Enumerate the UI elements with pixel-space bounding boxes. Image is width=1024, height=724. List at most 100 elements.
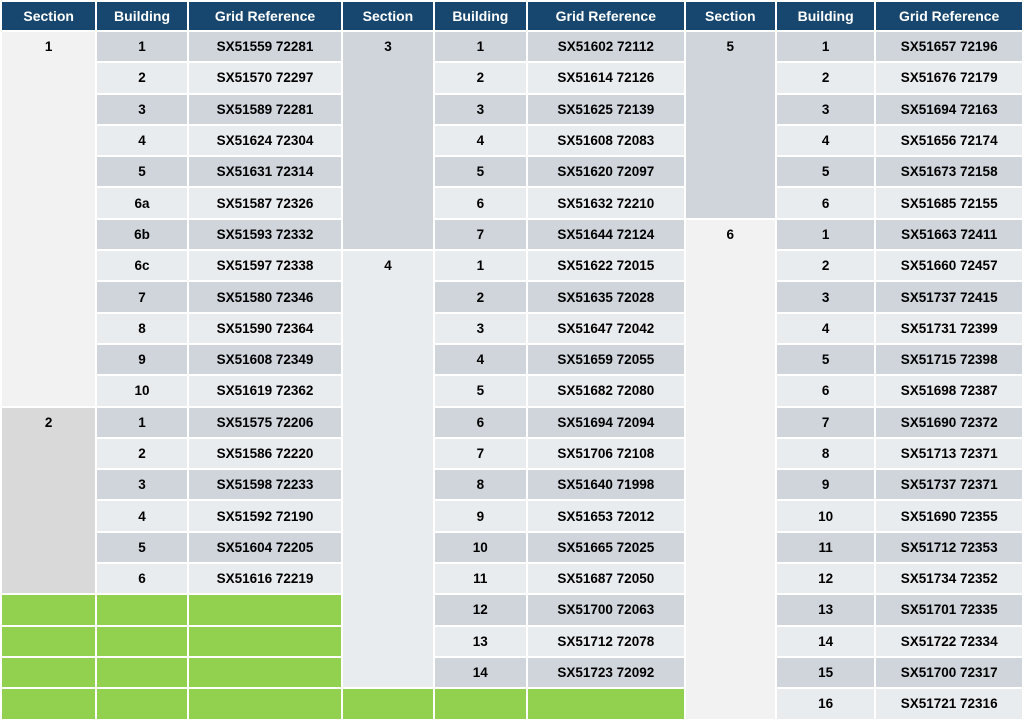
grid-reference-cell: SX51665 72025 — [528, 532, 684, 563]
grid-reference-cell: SX51712 72078 — [528, 626, 684, 656]
building-cell: 11 — [434, 564, 526, 594]
table-row: 6b SX51593 72332 7 SX51644 72124 6 1 SX51663 7… — [2, 219, 1022, 719]
building-cell: 12 — [776, 564, 875, 594]
grid-reference-cell: SX51676 72179 — [876, 63, 1022, 93]
grid-reference-cell: SX51640 71998 — [528, 470, 684, 500]
grid-reference-cell: SX51690 72372 — [876, 407, 1022, 437]
empty-green-cell — [343, 689, 433, 719]
building-cell: 13 — [434, 626, 526, 656]
grid-reference-cell: SX51604 72205 — [188, 532, 342, 563]
section-cell: 2 — [2, 407, 96, 594]
table-row: 2 SX51586 72220 7 SX51706 72108 8 SX51713 723… — [2, 438, 1022, 469]
grid-reference-cell: SX51614 72126 — [528, 63, 684, 93]
section-cell: 5 — [685, 32, 775, 218]
table-row: 13 SX51712 72078 14 SX51722 72334 — [2, 626, 1022, 656]
empty-green-cell — [434, 689, 526, 719]
header-section-3: Section — [685, 2, 775, 30]
header-grid-reference-2: Grid Reference — [528, 2, 684, 30]
empty-green-cell — [97, 657, 187, 688]
grid-reference-cell: SX51721 72316 — [876, 689, 1022, 719]
empty-green-cell — [97, 626, 187, 656]
table-row: 3 SX51589 72281 3 SX51625 72139 3 SX51694 721… — [2, 94, 1022, 124]
building-cell: 1 — [434, 32, 526, 62]
header-grid-reference-3: Grid Reference — [876, 2, 1022, 30]
grid-reference-cell: SX51653 72012 — [528, 501, 684, 531]
grid-reference-cell: SX51700 72317 — [876, 657, 1022, 688]
grid-reference-cell: SX51616 72219 — [188, 564, 342, 594]
empty-green-cell — [188, 626, 342, 656]
building-cell: 5 — [97, 157, 187, 187]
building-cell: 3 — [776, 94, 875, 124]
header-row: Section Building Grid Reference Section … — [2, 2, 1022, 30]
building-cell: 6 — [434, 188, 526, 218]
grid-reference-cell: SX51597 72338 — [188, 251, 342, 281]
empty-green-cell — [2, 626, 96, 656]
building-cell: 4 — [776, 125, 875, 156]
table-header: Section Building Grid Reference Section … — [2, 2, 1022, 30]
grid-reference-cell: SX51647 72042 — [528, 313, 684, 343]
empty-green-cell — [97, 689, 187, 719]
grid-reference-cell: SX51690 72355 — [876, 501, 1022, 531]
grid-reference-cell: SX51593 72332 — [188, 219, 342, 250]
building-cell: 6c — [97, 251, 187, 281]
table-row: 5 SX51631 72314 5 SX51620 72097 5 SX51673 721… — [2, 157, 1022, 187]
table-row: 2 1 SX51575 72206 6 SX51694 72094 7 SX51690 72… — [2, 407, 1022, 594]
empty-green-cell — [2, 657, 96, 688]
grid-reference-cell: SX51659 72055 — [528, 344, 684, 375]
empty-green-cell — [2, 689, 96, 719]
grid-reference-cell: SX51737 72371 — [876, 470, 1022, 500]
section-cell: 3 — [343, 32, 433, 250]
building-cell: 7 — [434, 438, 526, 469]
building-cell: 2 — [776, 251, 875, 281]
grid-reference-cell: SX51722 72334 — [876, 626, 1022, 656]
table-body: 1 1 SX51559 72281 3 1 SX51602 72112 5 1 SX51657 … — [2, 32, 1022, 719]
building-cell: 6 — [776, 188, 875, 218]
building-cell: 6a — [97, 188, 187, 218]
building-cell: 10 — [434, 532, 526, 563]
building-cell: 8 — [97, 313, 187, 343]
section-cell: 1 — [2, 32, 96, 406]
grid-reference-cell: SX51570 72297 — [188, 63, 342, 93]
table-row: 4 SX51592 72190 9 SX51653 72012 10 SX51690 72… — [2, 501, 1022, 531]
section-cell: 4 — [343, 251, 433, 688]
building-cell: 1 — [434, 251, 526, 281]
table-row: 2 SX51570 72297 2 SX51614 72126 2 SX51676 721… — [2, 63, 1022, 93]
grid-reference-cell: SX51687 72050 — [528, 564, 684, 594]
building-cell: 2 — [97, 438, 187, 469]
empty-green-cell — [97, 595, 187, 625]
grid-reference-cell: SX51663 72411 — [876, 219, 1022, 250]
grid-reference-cell: SX51694 72163 — [876, 94, 1022, 124]
grid-reference-cell: SX51694 72094 — [528, 407, 684, 437]
table-row: 12 SX51700 72063 13 SX51701 72335 — [2, 595, 1022, 625]
building-cell: 5 — [776, 344, 875, 375]
grid-reference-cell: SX51559 72281 — [188, 32, 342, 62]
table-row: 14 SX51723 72092 15 SX51700 72317 — [2, 657, 1022, 688]
empty-green-cell — [188, 689, 342, 719]
grid-reference-cell: SX51737 72415 — [876, 282, 1022, 312]
building-cell: 9 — [97, 344, 187, 375]
building-cell: 15 — [776, 657, 875, 688]
grid-reference-cell: SX51731 72399 — [876, 313, 1022, 343]
grid-reference-cell: SX51713 72371 — [876, 438, 1022, 469]
grid-reference-cell: SX51590 72364 — [188, 313, 342, 343]
grid-reference-cell: SX51602 72112 — [528, 32, 684, 62]
building-cell: 4 — [97, 501, 187, 531]
table-row: 7 SX51580 72346 2 SX51635 72028 3 SX51737 724… — [2, 282, 1022, 312]
grid-reference-cell: SX51734 72352 — [876, 564, 1022, 594]
building-cell: 6 — [776, 376, 875, 406]
building-cell: 4 — [434, 344, 526, 375]
grid-reference-cell: SX51698 72387 — [876, 376, 1022, 406]
building-cell: 5 — [97, 532, 187, 563]
header-section-2: Section — [343, 2, 433, 30]
grid-reference-cell: SX51587 72326 — [188, 188, 342, 218]
grid-reference-cell: SX51580 72346 — [188, 282, 342, 312]
grid-reference-cell: SX51586 72220 — [188, 438, 342, 469]
building-cell: 4 — [776, 313, 875, 343]
building-cell: 1 — [97, 407, 187, 437]
empty-green-cell — [2, 595, 96, 625]
grid-reference-cell: SX51608 72349 — [188, 344, 342, 375]
building-cell: 1 — [97, 32, 187, 62]
building-cell: 3 — [97, 470, 187, 500]
table-row: 6c SX51597 72338 4 1 SX51622 72015 2 SX51660 7… — [2, 251, 1022, 688]
building-cell: 3 — [776, 282, 875, 312]
